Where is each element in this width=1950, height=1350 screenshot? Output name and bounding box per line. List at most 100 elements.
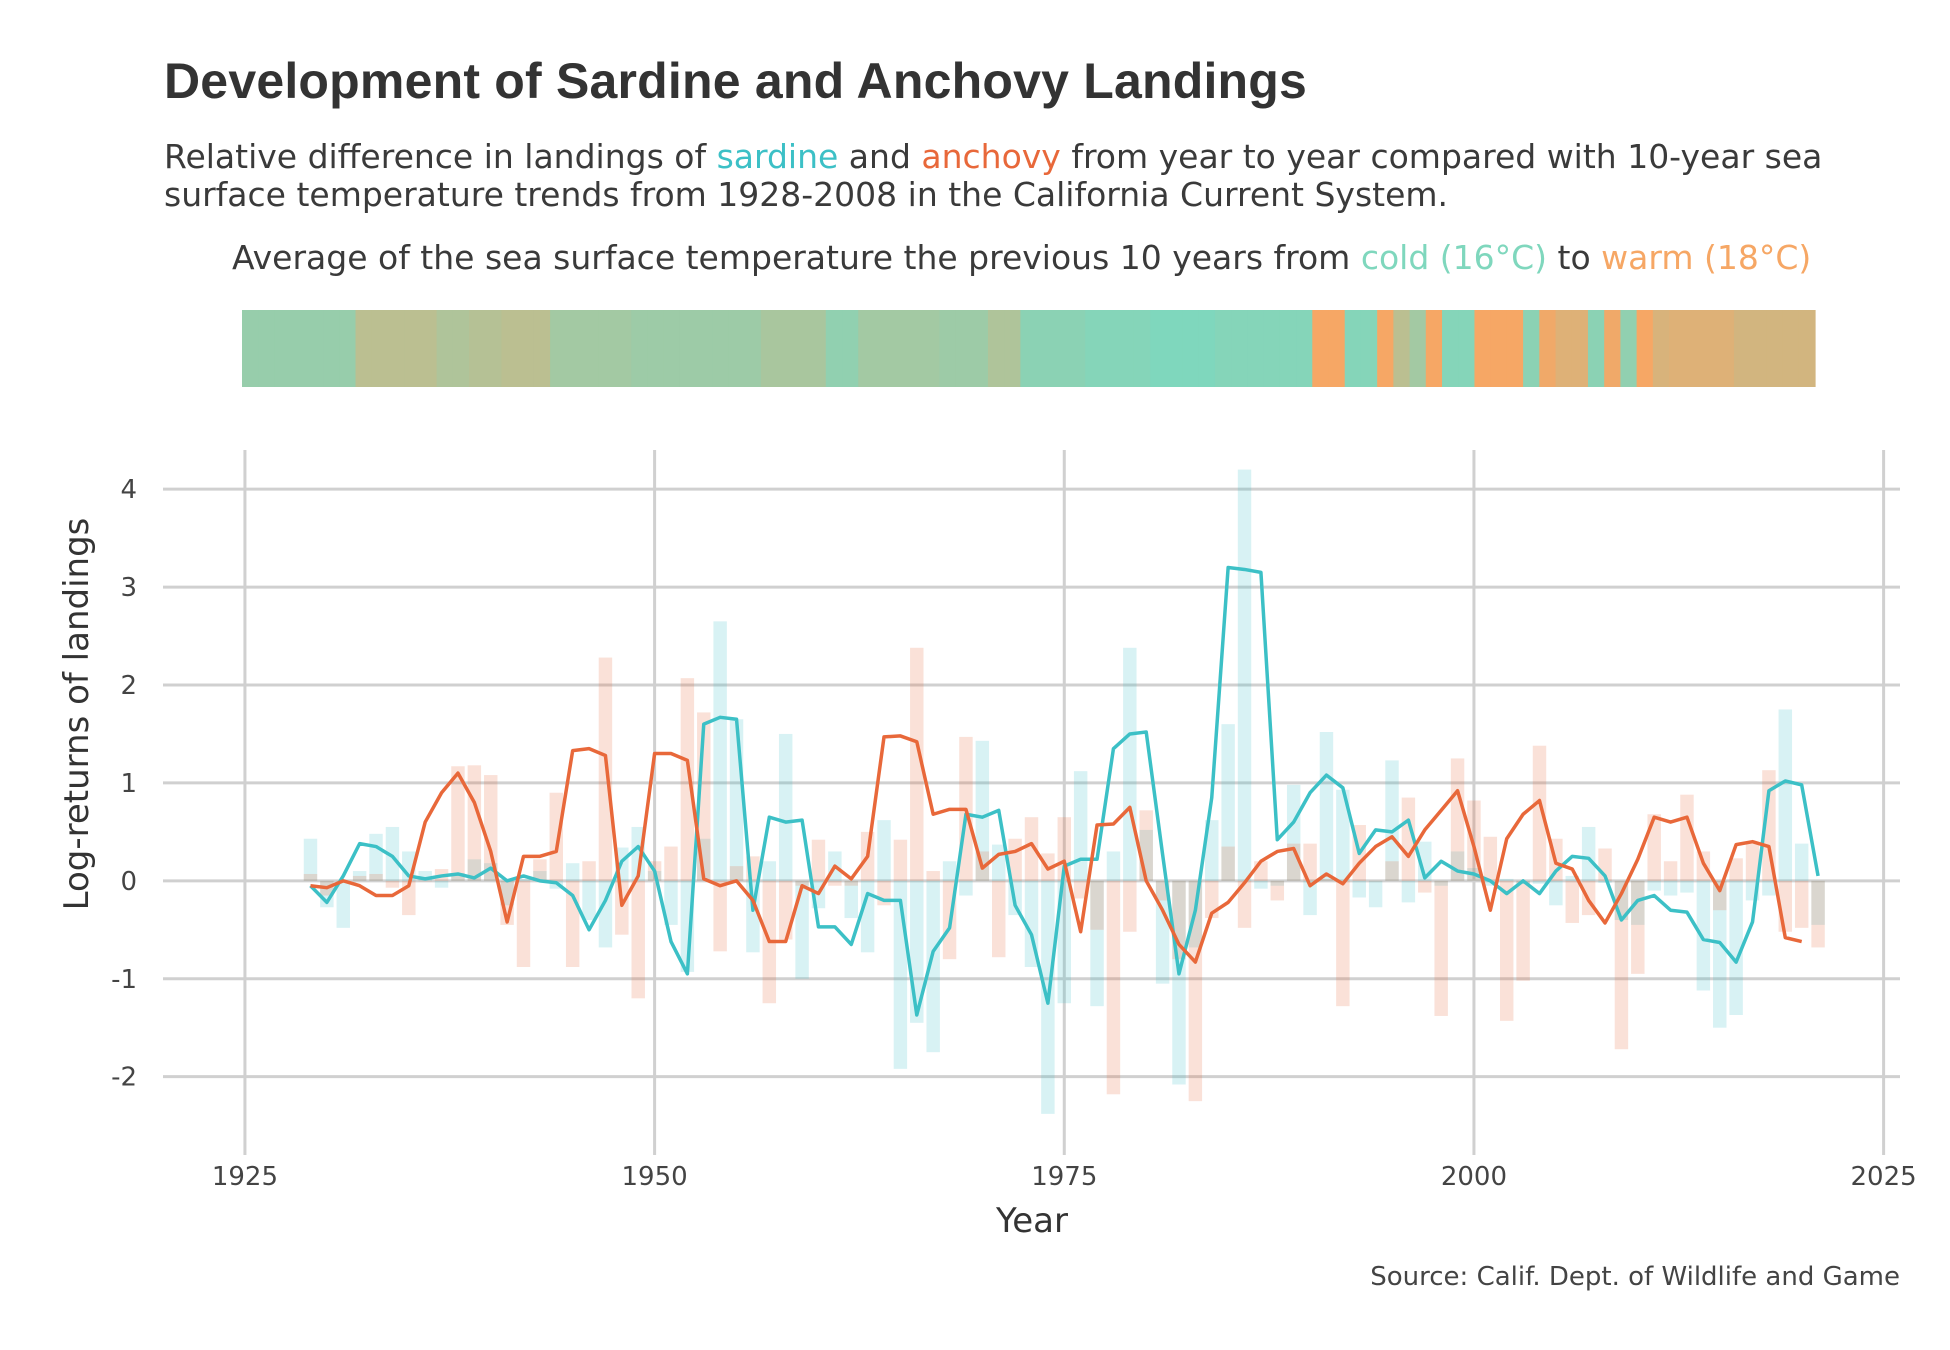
sardine-bar xyxy=(451,873,465,881)
anchovy-bar xyxy=(1811,880,1825,948)
temperature-strip-cell xyxy=(242,310,259,387)
sardine-bar xyxy=(1073,771,1088,881)
temperature-strip-cell xyxy=(1020,310,1038,387)
y-tick-label: 1 xyxy=(120,769,137,799)
temperature-strip-cell xyxy=(1279,310,1297,387)
temperature-strip-cell xyxy=(777,310,794,387)
anchovy-bar xyxy=(615,880,629,935)
temperature-strip-cell xyxy=(290,310,308,387)
temperature-strip-cell xyxy=(1036,310,1054,387)
sardine-bar xyxy=(516,878,531,881)
sardine-bar xyxy=(598,880,613,948)
anchovy-bar xyxy=(680,678,695,881)
sardine-bar xyxy=(1565,875,1579,881)
sardine-bar xyxy=(1696,880,1711,991)
sardine-bar xyxy=(1336,789,1350,881)
temperature-strip-cell xyxy=(452,310,470,387)
temperature-strip-cell xyxy=(987,310,1005,387)
subtitle-text-2: and xyxy=(838,137,922,176)
temperature-strip-cell xyxy=(371,310,389,387)
sardine-bar xyxy=(1794,843,1809,881)
anchovy-bar xyxy=(828,880,842,886)
temperature-strip-cell xyxy=(1296,310,1313,387)
legend-cold-label: cold (16°C) xyxy=(1360,238,1548,277)
temperature-strip-cell xyxy=(485,310,503,387)
temperature-strip-cell xyxy=(1782,310,1800,387)
temperature-strip-cell xyxy=(436,310,454,387)
sardine-bar xyxy=(942,861,957,881)
temperature-strip-cell xyxy=(1328,310,1346,387)
temperature-strip-cell xyxy=(1344,310,1362,387)
anchovy-bar xyxy=(303,873,318,881)
temperature-strip-cell xyxy=(1101,310,1119,387)
temperature-strip-cell xyxy=(1490,310,1508,387)
anchovy-bar xyxy=(795,880,809,886)
y-tick-label: 2 xyxy=(120,671,137,701)
chart-subtitle: Relative difference in landings of sardi… xyxy=(164,138,1864,214)
sardine-bar xyxy=(1254,880,1268,889)
anchovy-bar xyxy=(549,792,563,881)
temperature-strip-cell xyxy=(1442,310,1459,387)
temperature-strip-cell xyxy=(1069,310,1086,387)
temperature-strip-cell xyxy=(1004,310,1021,387)
temperature-strip-cell xyxy=(923,310,940,387)
chart-title: Development of Sardine and Anchovy Landi… xyxy=(164,53,1308,109)
temperature-strip-cell xyxy=(306,310,324,387)
anchovy-bar xyxy=(893,839,908,881)
sardine-bar xyxy=(1532,880,1547,884)
y-tick-label: -1 xyxy=(111,965,137,995)
sardine-bar xyxy=(1581,826,1596,881)
anchovy-bar xyxy=(1663,861,1678,881)
anchovy-bar xyxy=(1516,880,1530,981)
anchovy-bar xyxy=(516,880,531,967)
tick-labels: -2 -1 0 1 2 3 4 1925 1950 1975 2000 2025 xyxy=(111,475,1917,1192)
y-tick-label: 4 xyxy=(120,475,137,505)
temperature-strip-cell xyxy=(1182,310,1200,387)
temperature-strip-cell xyxy=(1247,310,1265,387)
temperature-strip xyxy=(242,310,1816,387)
sardine-bar xyxy=(1319,732,1334,881)
temperature-strip-cell xyxy=(1555,310,1573,387)
sardine-bar xyxy=(1368,880,1383,908)
anchovy-bar xyxy=(1139,810,1153,881)
temperature-strip-cell xyxy=(1150,310,1167,387)
sardine-bar xyxy=(418,871,432,881)
anchovy-bar xyxy=(844,880,858,886)
anchovy-bar xyxy=(1254,861,1268,881)
temperature-strip-cell xyxy=(631,310,649,387)
anchovy-bar xyxy=(1794,880,1809,928)
anchovy-bar xyxy=(352,875,367,881)
anchovy-bar xyxy=(1073,880,1088,899)
anchovy-bar xyxy=(992,880,1006,958)
line-layer xyxy=(309,565,1820,1017)
sardine-bar xyxy=(992,844,1006,881)
sardine-bar xyxy=(1450,851,1465,881)
temperature-strip-cell xyxy=(420,310,438,387)
temperature-strip-cell xyxy=(1214,310,1232,387)
temperature-strip-cell xyxy=(939,310,957,387)
sardine-bar xyxy=(1385,760,1399,881)
sardine-bar xyxy=(1713,880,1727,1028)
anchovy-bar xyxy=(713,880,727,952)
temperature-strip-cell xyxy=(1701,310,1719,387)
temperature-strip-cell xyxy=(890,310,908,387)
source-caption: Source: Calif. Dept. of Wildlife and Gam… xyxy=(1370,1262,1900,1292)
anchovy-bar xyxy=(1385,861,1399,881)
anchovy-bar xyxy=(631,880,645,999)
sardine-bar xyxy=(1237,469,1252,881)
temperature-strip-cell xyxy=(663,310,681,387)
anchovy-bar xyxy=(582,861,596,881)
temperature-strip-cell xyxy=(1377,310,1394,387)
anchovy-bar xyxy=(1532,745,1547,881)
anchovy-bar xyxy=(1106,880,1121,1095)
sardine-bar xyxy=(1057,880,1071,1004)
temperature-strip-cell xyxy=(809,310,827,387)
anchovy-bar xyxy=(926,871,940,881)
temperature-strip-cell xyxy=(1636,310,1654,387)
anchovy-bar xyxy=(1729,858,1743,881)
temperature-strip-cell xyxy=(1474,310,1492,387)
sardine-bar xyxy=(1811,880,1825,925)
anchovy-bar xyxy=(1188,880,1203,1102)
temperature-strip-cell xyxy=(404,310,421,387)
temperature-strip-cell xyxy=(1166,310,1184,387)
